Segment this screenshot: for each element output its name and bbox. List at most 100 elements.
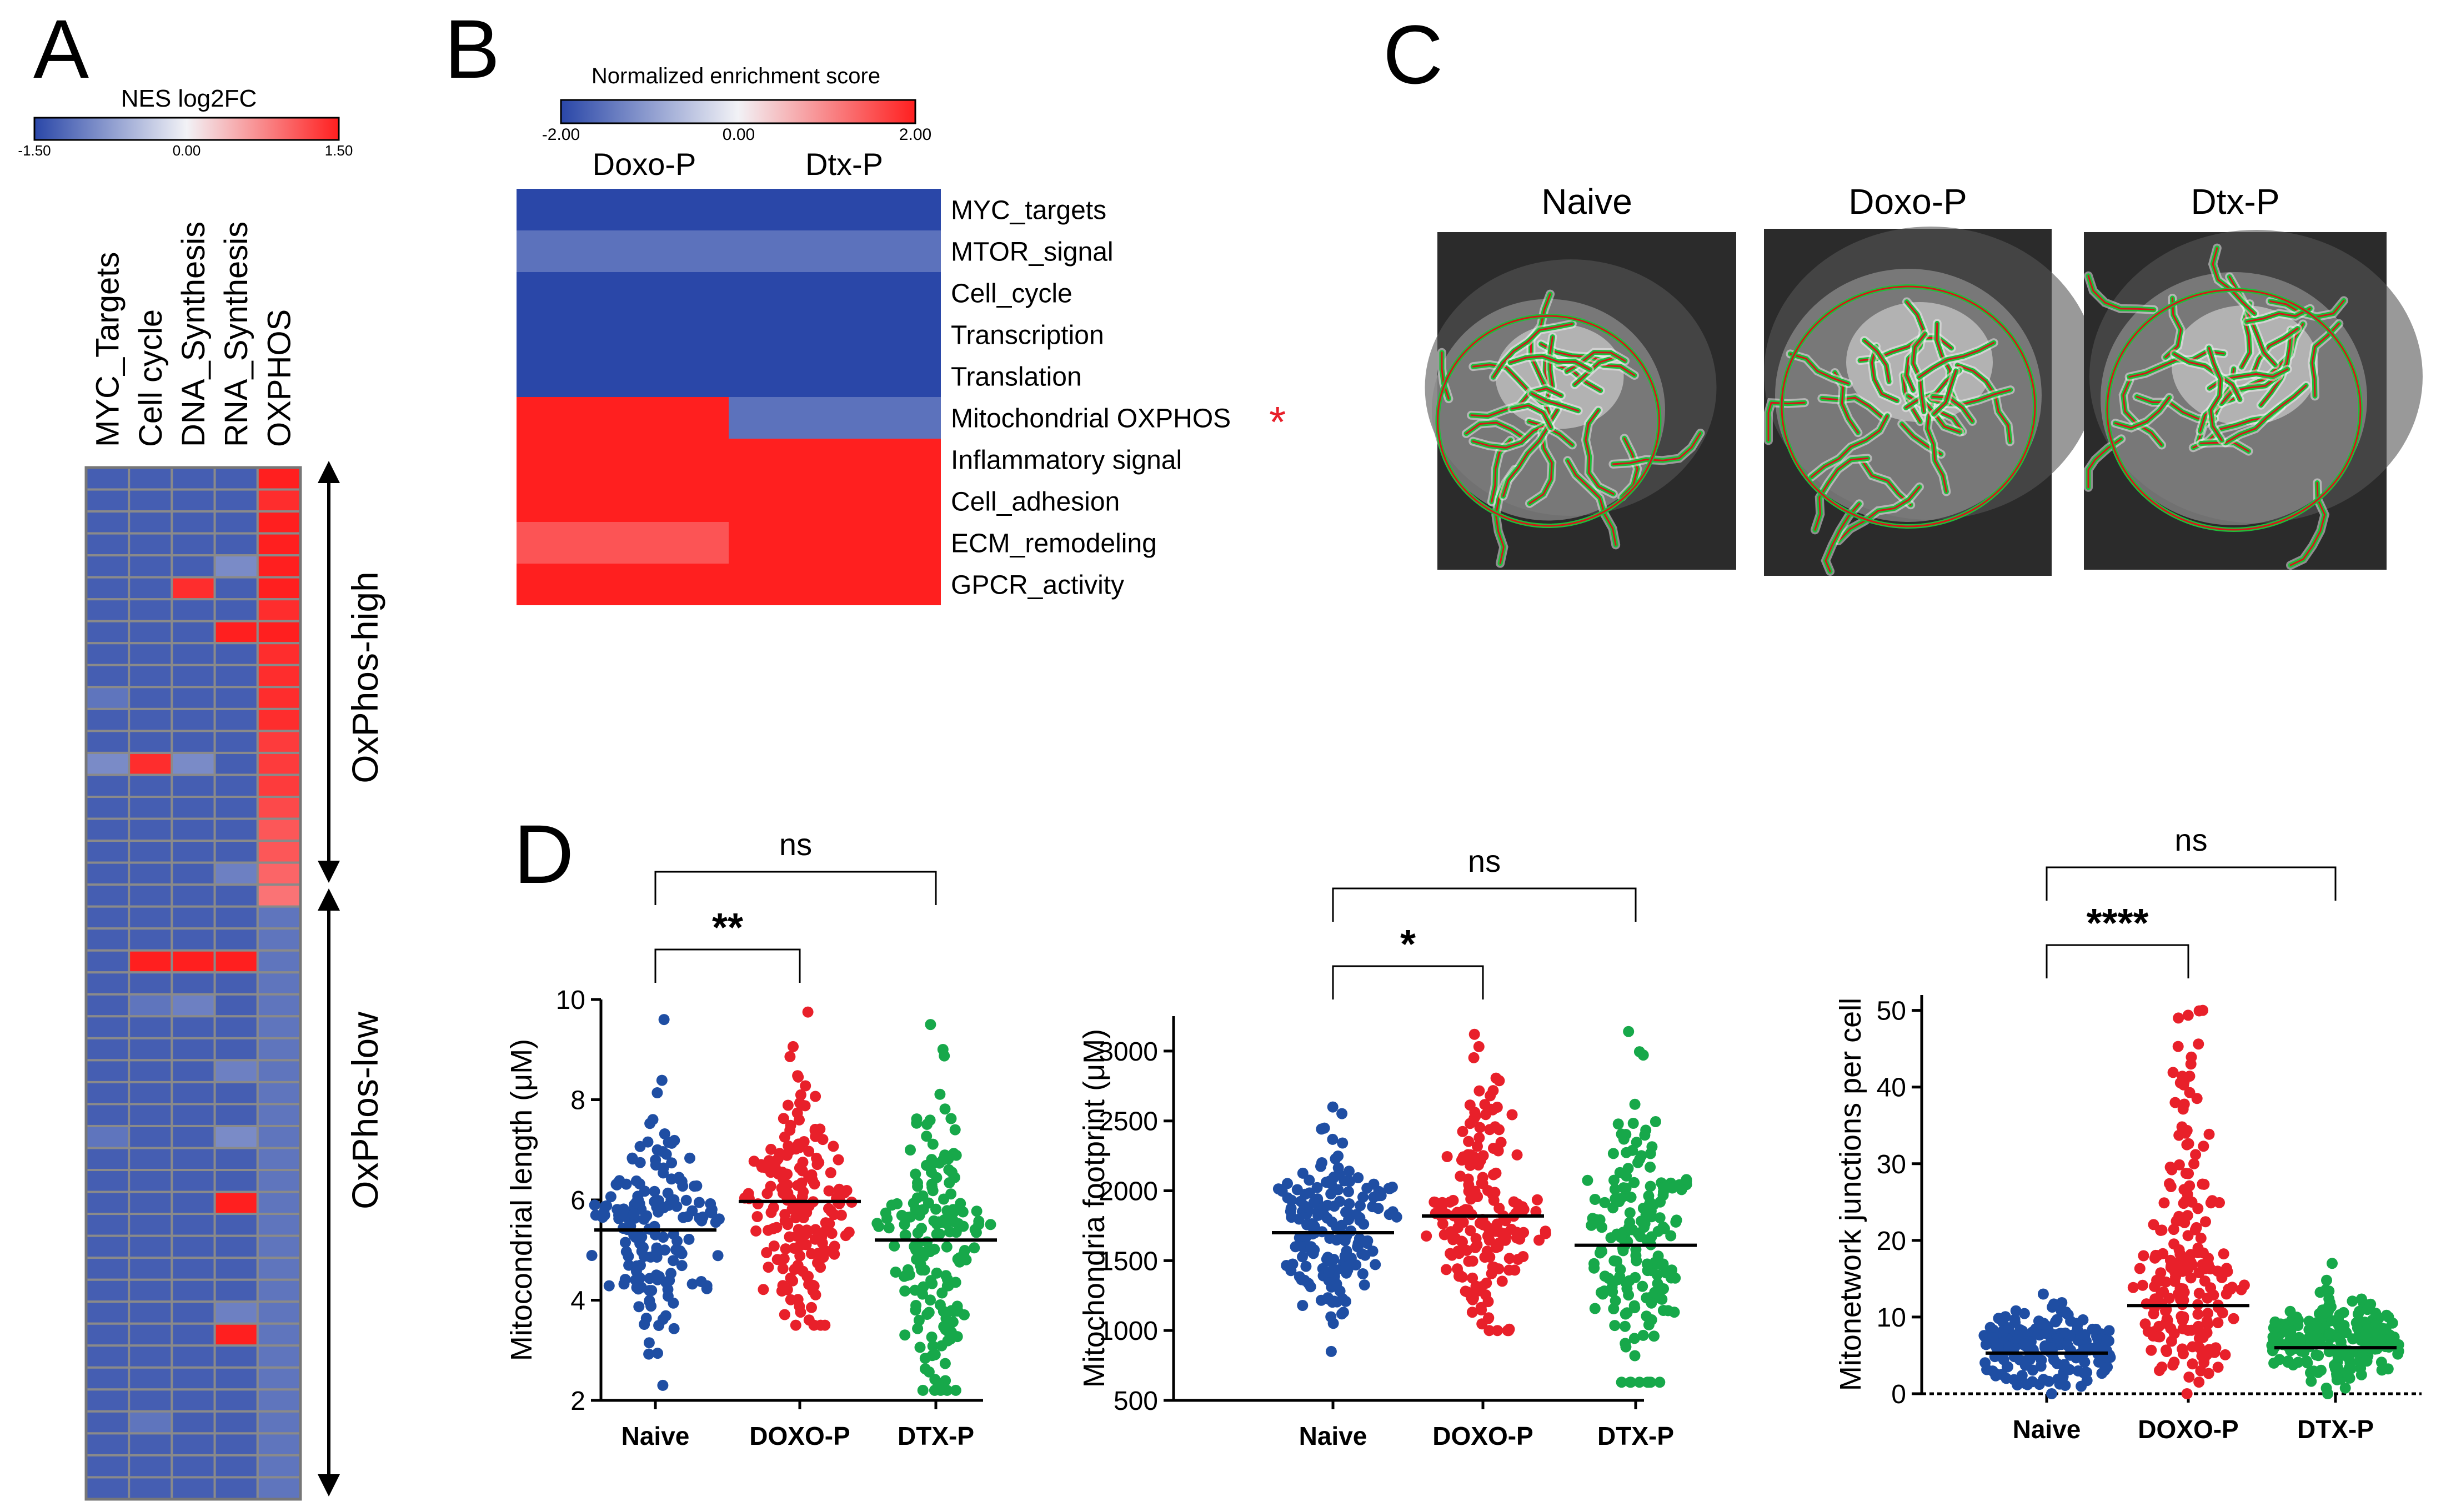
panel-d-data-point (1468, 1028, 1480, 1040)
panel-d-data-point (636, 1231, 648, 1243)
panel-d-data-point (710, 1217, 721, 1228)
panel-d-data-point (816, 1232, 828, 1243)
panel-d-data-point (774, 1148, 785, 1159)
panel-d-data-point (913, 1314, 925, 1326)
panel-c-mito-skeleton (1612, 432, 1701, 465)
panel-c-mito-skeleton (1567, 459, 1617, 546)
panel-d-data-point (2203, 1253, 2214, 1264)
panel-c-mito-skeleton (1767, 401, 1806, 441)
panel-a-heatmap-cell (213, 1410, 259, 1435)
panel-a-heatmap-cell (213, 642, 259, 666)
panel-d-data-point (927, 1340, 939, 1352)
panel-c-mito-skeleton (2173, 353, 2241, 400)
panel-a-heatmap-cell (128, 576, 173, 601)
panel-d-data-point (1628, 1333, 1640, 1344)
panel-d-data-point (1650, 1116, 1661, 1127)
panel-d-y-tick-label: 40 (1877, 1073, 1906, 1103)
panel-d-data-point (949, 1216, 960, 1228)
panel-d-data-point (924, 1114, 936, 1126)
panel-d-data-point (794, 1114, 805, 1126)
panel-d-data-point (2323, 1293, 2335, 1305)
panel-a-heatmap-cell (256, 1059, 302, 1083)
panel-c-mito-skeleton (1441, 351, 1450, 400)
panel-d-data-point (936, 1340, 948, 1352)
panel-d-data-point (890, 1267, 901, 1278)
panel-d-data-point (1476, 1304, 1487, 1315)
panel-a-heatmap-cell (256, 1366, 302, 1391)
panel-c-mito-skeleton (1932, 395, 1973, 423)
panel-a-heatmap-cell (85, 1015, 131, 1039)
panel-d-data-point (2200, 1347, 2212, 1358)
panel-a-heatmap-cell (213, 751, 259, 776)
panel-d-data-point (1987, 1332, 1999, 1343)
panel-d-data-point (620, 1246, 632, 1258)
panel-a-heatmap-cell (213, 1169, 259, 1193)
panel-d-data-point (2054, 1378, 2066, 1390)
panel-d-data-point (2212, 1362, 2224, 1373)
panel-d-data-point (915, 1259, 926, 1270)
panel-d-data-point (800, 1080, 811, 1092)
panel-d-data-point (2003, 1322, 2014, 1334)
panel-a-heatmap-cell (171, 1366, 216, 1391)
panel-d-data-point (952, 1253, 964, 1265)
panel-d-data-point (1470, 1233, 1482, 1244)
panel-d-data-point (925, 1019, 936, 1031)
panel-d-data-point (2158, 1286, 2169, 1298)
panel-d-data-point (1619, 1320, 1631, 1332)
panel-d-data-point (1645, 1377, 1656, 1388)
panel-label-c: C (1383, 8, 1443, 101)
panel-d-data-point (2177, 1343, 2188, 1355)
panel-d-data-point (1332, 1151, 1344, 1162)
panel-d-data-point (2338, 1326, 2349, 1338)
panel-a-colorbar (33, 117, 340, 141)
panel-d-data-point (2347, 1295, 2358, 1307)
panel-d-data-point (1463, 1255, 1475, 1267)
panel-d-data-point (2048, 1298, 2059, 1310)
panel-d-data-point (2078, 1367, 2089, 1379)
panel-d-data-point (656, 1074, 668, 1086)
panel-a-heatmap-cell (128, 620, 173, 645)
panel-d-data-point (1645, 1181, 1656, 1192)
panel-c-mito-skeleton (2114, 396, 2171, 429)
panel-d-data-point (1589, 1194, 1601, 1205)
panel-a-heatmap-cell (128, 1278, 173, 1303)
panel-d-y-tick-label: 4 (570, 1287, 585, 1316)
panel-a-heatmap-cell (213, 488, 259, 513)
panel-a-heatmap-cell (171, 1432, 216, 1456)
panel-a-heatmap-cell (128, 686, 173, 710)
panel-a-heatmap-cell (213, 554, 259, 579)
panel-d-data-point (1327, 1133, 1339, 1145)
panel-d-y-tick-label: 20 (1877, 1227, 1906, 1256)
panel-d-data-point (1502, 1325, 1513, 1337)
panel-d-data-point (810, 1131, 821, 1142)
panel-d-significance-label: ns (1468, 843, 1501, 878)
panel-d-data-point (1462, 1173, 1474, 1185)
panel-d-data-point (1629, 1350, 1641, 1362)
panel-d-data-point (2172, 1041, 2184, 1052)
panel-d-data-point (1594, 1214, 1606, 1225)
panel-a-heatmap-cell (128, 1124, 173, 1149)
panel-c-mito-skeleton (1789, 353, 1849, 385)
panel-d-data-point (1285, 1265, 1297, 1277)
panel-a-heatmap-cell (171, 466, 216, 491)
panel-d-data-point (1489, 1121, 1501, 1133)
panel-d-data-point (2164, 1162, 2176, 1173)
panel-a-heatmap-cell (256, 751, 302, 776)
panel-d-data-point (2327, 1258, 2338, 1269)
panel-d-data-point (898, 1270, 910, 1282)
panel-d-y-axis-label: Mitocondrial length (μM) (505, 1039, 538, 1361)
panel-d-y-tick-label: 1000 (1099, 1317, 1158, 1346)
panel-a-heatmap-cell (85, 576, 131, 601)
panel-d-data-point (634, 1141, 646, 1152)
panel-d-data-point (659, 1128, 670, 1139)
panel-a-heatmap-cell (171, 1257, 216, 1281)
panel-d-data-point (1352, 1172, 1364, 1183)
panel-d-data-point (2182, 1230, 2194, 1242)
panel-a-heatmap-cell (213, 707, 259, 732)
panel-a-column-label: Cell cycle (133, 309, 169, 447)
panel-d-data-point (927, 1138, 939, 1150)
panel-d-data-point (630, 1197, 642, 1208)
panel-d-data-point (1300, 1260, 1312, 1272)
panel-d-data-point (1623, 1289, 1635, 1301)
